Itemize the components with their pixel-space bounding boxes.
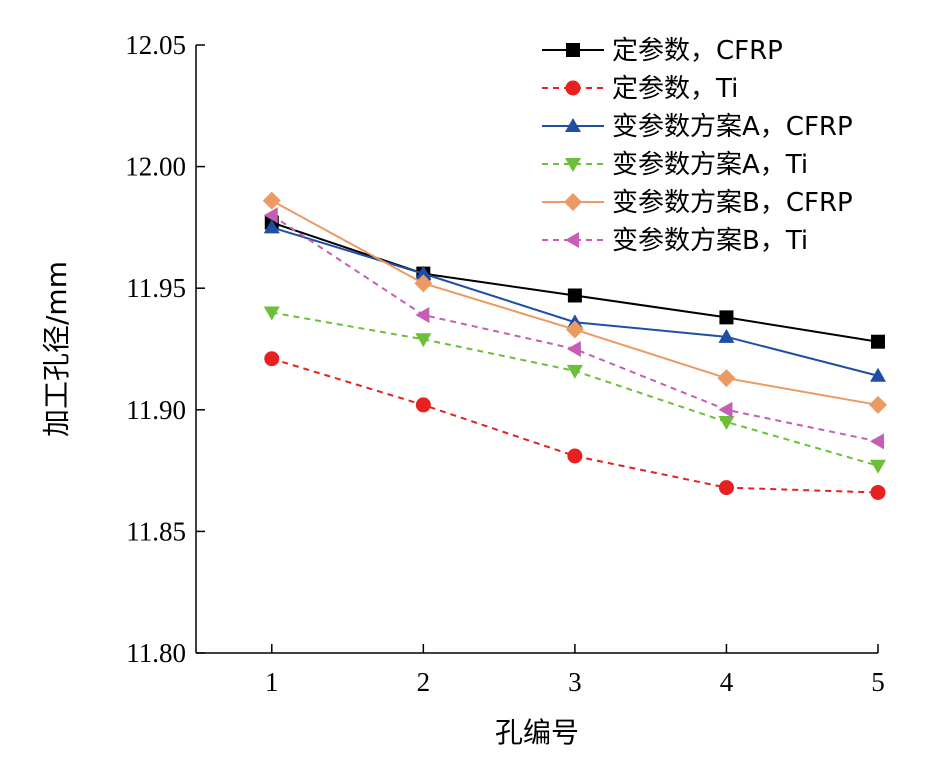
data-point	[566, 341, 581, 357]
legend-item-4: 变参数方案A，Ti	[542, 150, 808, 180]
data-point	[415, 306, 430, 323]
legend-marker	[564, 193, 582, 211]
legend-label: 变参数方案A，Ti	[612, 150, 808, 180]
series-6	[263, 207, 884, 450]
data-point	[719, 310, 734, 325]
data-point	[566, 364, 583, 379]
y-axis-title: 加工孔径/mm	[40, 261, 73, 437]
data-point	[415, 397, 431, 413]
x-tick-label: 4	[720, 667, 734, 697]
data-point	[263, 207, 278, 224]
series-group	[262, 191, 887, 500]
data-point	[718, 415, 735, 430]
data-point	[263, 219, 280, 234]
legend: 定参数，CFRP 定参数，Ti 变参数方案A，CFRP 变参数方案A，Ti 变参数方案B…	[542, 36, 853, 256]
legend-item-5: 变参数方案B，CFRP	[542, 188, 853, 218]
legend-marker	[565, 158, 581, 172]
legend-marker	[565, 118, 581, 132]
x-ticks: 1 2 3 4 5	[265, 644, 885, 697]
legend-label: 变参数方案B，CFRP	[612, 188, 853, 218]
axes	[195, 45, 878, 654]
x-tick-label: 5	[871, 667, 885, 697]
data-point	[415, 333, 432, 348]
y-tick-label: 11.95	[126, 273, 186, 303]
data-point	[262, 191, 281, 210]
data-point	[567, 288, 582, 303]
data-point	[415, 265, 432, 280]
data-point	[870, 433, 884, 450]
data-point	[565, 320, 584, 339]
series-line	[271, 214, 879, 443]
legend-marker	[566, 43, 580, 57]
series-2	[264, 351, 886, 500]
y-tick-label: 11.80	[126, 638, 186, 668]
data-point	[718, 401, 733, 418]
data-point	[718, 480, 734, 496]
legend-label: 变参数方案B，Ti	[612, 226, 808, 256]
legend-label: 定参数，CFRP	[612, 36, 783, 66]
series-4	[263, 306, 886, 474]
legend-item-3: 变参数方案A，CFRP	[542, 112, 853, 142]
series-5	[262, 191, 887, 414]
data-point	[717, 369, 736, 388]
data-point	[414, 274, 433, 293]
x-tick-label: 2	[417, 667, 431, 697]
x-tick-label: 3	[568, 667, 582, 697]
data-point	[870, 459, 886, 474]
y-tick-label: 12.00	[125, 152, 186, 182]
data-point	[870, 367, 886, 382]
x-axis-title: 孔编号	[495, 716, 579, 749]
y-tick-label: 11.85	[126, 516, 186, 546]
data-point	[870, 484, 886, 500]
data-point	[869, 395, 887, 414]
data-point	[871, 334, 885, 349]
y-tick-label: 12.05	[125, 30, 186, 60]
legend-marker	[565, 80, 581, 96]
legend-label: 定参数，Ti	[612, 74, 738, 104]
legend-label: 变参数方案A，CFRP	[612, 112, 853, 142]
data-point	[263, 306, 280, 321]
data-point	[264, 351, 280, 367]
data-point	[718, 328, 735, 343]
data-point	[567, 448, 583, 464]
legend-item-1: 定参数，CFRP	[542, 36, 783, 66]
legend-item-6: 变参数方案B，Ti	[542, 226, 808, 256]
legend-marker	[565, 232, 579, 248]
y-tick-label: 11.90	[126, 395, 186, 425]
legend-item-2: 定参数，Ti	[542, 74, 738, 104]
y-ticks: 11.80 11.85 11.90 11.95 12.00 12.05	[125, 30, 205, 668]
x-tick-label: 1	[265, 667, 279, 697]
